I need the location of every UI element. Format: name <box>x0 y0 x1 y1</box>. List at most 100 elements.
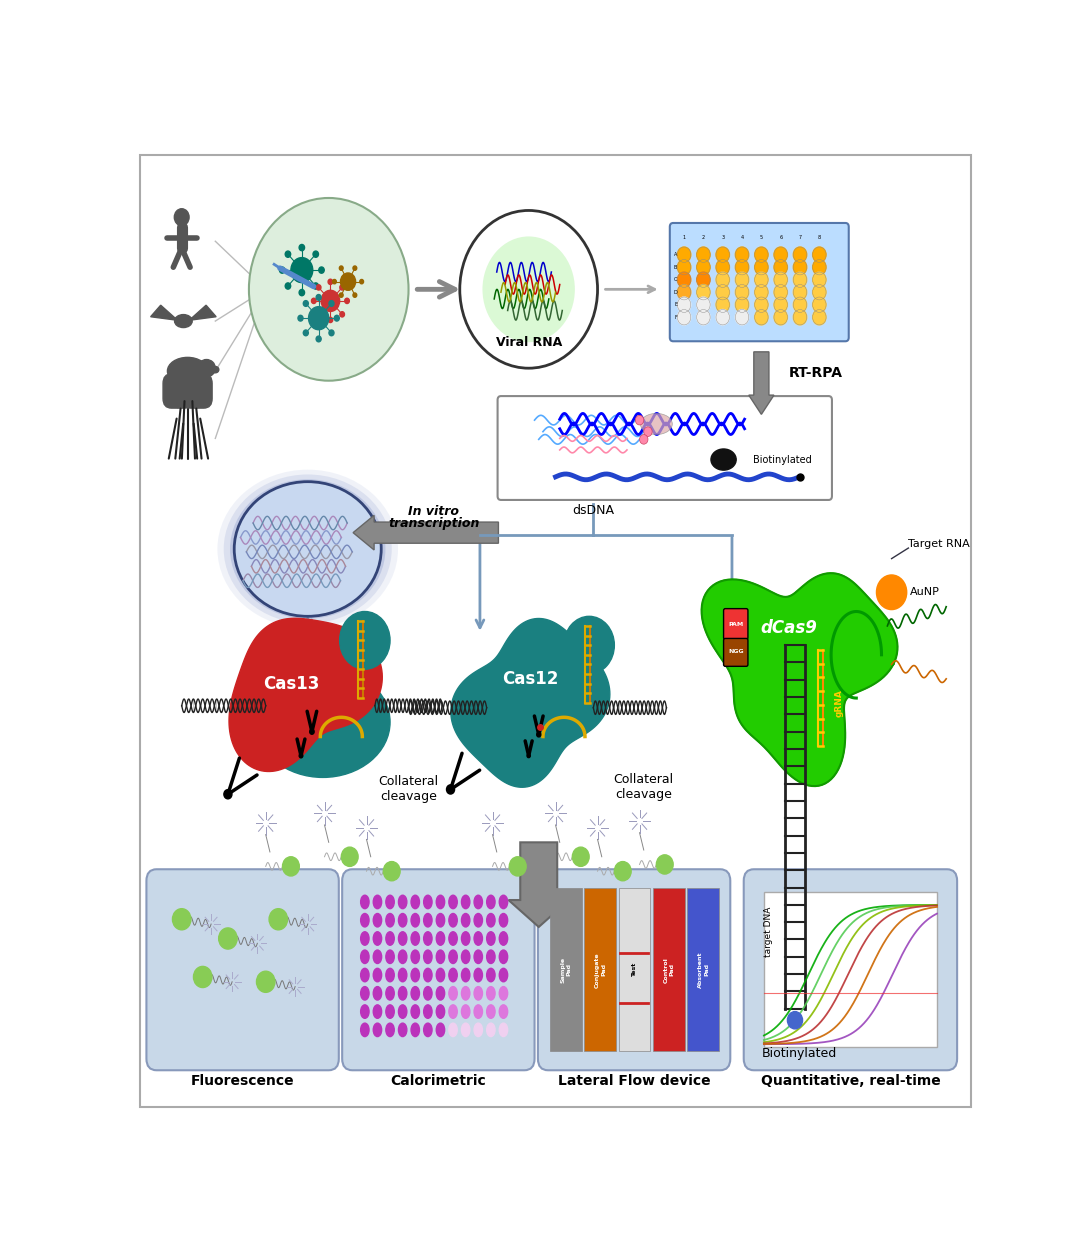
Circle shape <box>717 297 730 312</box>
Ellipse shape <box>361 1005 369 1018</box>
Ellipse shape <box>386 932 395 945</box>
Circle shape <box>328 280 333 285</box>
Circle shape <box>257 972 275 993</box>
Ellipse shape <box>399 968 406 982</box>
Ellipse shape <box>361 1023 369 1037</box>
Circle shape <box>697 272 710 287</box>
FancyBboxPatch shape <box>744 869 957 1070</box>
Ellipse shape <box>361 932 369 945</box>
Circle shape <box>334 315 339 321</box>
Ellipse shape <box>500 1005 507 1018</box>
Text: Fluorescence: Fluorescence <box>191 1074 295 1088</box>
Text: Test: Test <box>632 963 637 977</box>
Ellipse shape <box>487 896 495 909</box>
Ellipse shape <box>449 896 457 909</box>
Ellipse shape <box>500 1023 507 1037</box>
Circle shape <box>644 427 653 436</box>
Circle shape <box>219 928 237 949</box>
FancyBboxPatch shape <box>724 638 748 666</box>
Circle shape <box>319 267 324 274</box>
Circle shape <box>754 247 769 262</box>
Ellipse shape <box>234 482 382 616</box>
Ellipse shape <box>449 932 457 945</box>
Circle shape <box>283 857 299 876</box>
FancyBboxPatch shape <box>343 869 534 1070</box>
Ellipse shape <box>462 968 469 982</box>
FancyBboxPatch shape <box>182 373 204 408</box>
Circle shape <box>460 211 597 368</box>
Text: In vitro: In vitro <box>409 505 460 518</box>
Ellipse shape <box>462 896 469 909</box>
Circle shape <box>447 784 454 794</box>
Ellipse shape <box>487 968 495 982</box>
Circle shape <box>317 285 321 290</box>
Circle shape <box>774 310 787 325</box>
Ellipse shape <box>411 987 420 1000</box>
FancyBboxPatch shape <box>163 373 184 408</box>
Ellipse shape <box>500 913 507 927</box>
Circle shape <box>754 260 769 275</box>
Ellipse shape <box>449 1005 457 1018</box>
Ellipse shape <box>462 932 469 945</box>
Circle shape <box>813 272 826 287</box>
Text: 7: 7 <box>799 235 801 240</box>
Text: Cas13: Cas13 <box>262 674 319 693</box>
Text: gRNA: gRNA <box>835 689 844 717</box>
Ellipse shape <box>500 896 507 909</box>
FancyArrow shape <box>353 516 499 550</box>
Ellipse shape <box>211 366 219 372</box>
FancyBboxPatch shape <box>687 888 720 1050</box>
Ellipse shape <box>399 932 406 945</box>
Text: C: C <box>674 277 678 282</box>
Text: Quantitative, real-time: Quantitative, real-time <box>761 1074 940 1088</box>
Circle shape <box>299 290 305 296</box>
Text: 2: 2 <box>701 235 705 240</box>
Ellipse shape <box>474 896 482 909</box>
Circle shape <box>328 330 334 336</box>
Ellipse shape <box>474 1005 482 1018</box>
Text: E: E <box>674 302 678 307</box>
Circle shape <box>678 285 691 300</box>
Ellipse shape <box>386 913 395 927</box>
Ellipse shape <box>373 950 382 963</box>
Ellipse shape <box>361 987 369 1000</box>
FancyArrow shape <box>749 352 774 415</box>
Text: 3: 3 <box>721 235 724 240</box>
Text: dsDNA: dsDNA <box>572 503 615 517</box>
Ellipse shape <box>424 896 433 909</box>
Polygon shape <box>701 573 898 786</box>
Text: RT-RPA: RT-RPA <box>789 366 843 380</box>
Ellipse shape <box>436 896 444 909</box>
FancyBboxPatch shape <box>764 892 937 1047</box>
Ellipse shape <box>500 987 507 1000</box>
Circle shape <box>678 260 691 275</box>
Ellipse shape <box>361 950 369 963</box>
Ellipse shape <box>373 1023 382 1037</box>
Text: 5: 5 <box>760 235 763 240</box>
Ellipse shape <box>361 896 369 909</box>
Circle shape <box>793 297 806 312</box>
Ellipse shape <box>386 968 395 982</box>
Circle shape <box>291 257 313 282</box>
Ellipse shape <box>230 480 386 618</box>
Circle shape <box>774 272 787 287</box>
Circle shape <box>877 575 906 610</box>
Circle shape <box>793 260 806 275</box>
Ellipse shape <box>197 360 216 377</box>
Ellipse shape <box>373 896 382 909</box>
Ellipse shape <box>449 913 457 927</box>
Ellipse shape <box>424 1005 433 1018</box>
Ellipse shape <box>462 1023 469 1037</box>
Circle shape <box>793 247 806 262</box>
Circle shape <box>657 854 673 874</box>
FancyBboxPatch shape <box>538 869 731 1070</box>
Ellipse shape <box>449 1023 457 1037</box>
Circle shape <box>735 310 749 325</box>
FancyBboxPatch shape <box>584 888 616 1050</box>
Circle shape <box>309 307 328 330</box>
Text: PAM: PAM <box>728 622 744 627</box>
Ellipse shape <box>386 987 395 1000</box>
Circle shape <box>328 301 334 306</box>
Circle shape <box>572 847 590 867</box>
Circle shape <box>339 612 390 669</box>
